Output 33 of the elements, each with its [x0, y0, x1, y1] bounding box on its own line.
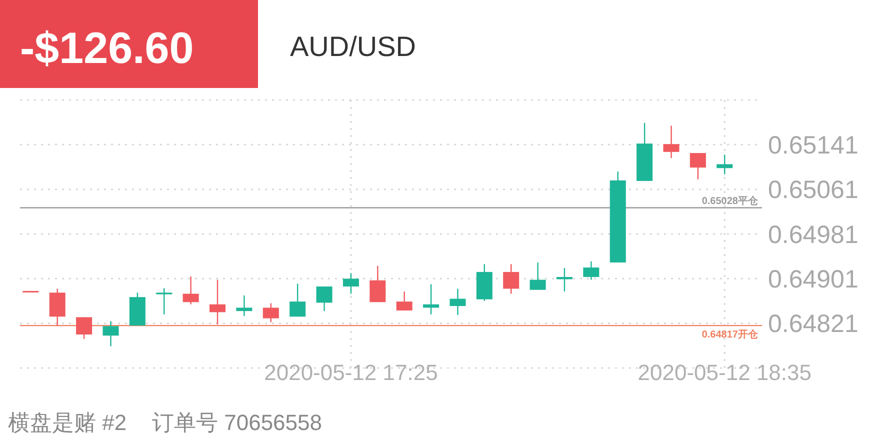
x-tick-label: 2020-05-12 17:25: [264, 360, 438, 385]
text: 订单号 70656558: [152, 410, 322, 435]
y-tick-label: 0.64821: [768, 310, 858, 338]
candlestick: [583, 260, 600, 280]
candlestick: [342, 272, 359, 294]
candlestick: [663, 125, 680, 159]
text: 横盘是赌 #2: [8, 410, 127, 435]
ref-line-label: 0.65028平仓: [702, 194, 759, 207]
candlestick: [182, 276, 199, 305]
candlestick: [290, 283, 306, 318]
candlestick: [316, 286, 332, 312]
candlestick: [503, 264, 520, 294]
candlestick: [556, 267, 572, 292]
ref-line-label: 0.64817开仓: [702, 328, 759, 341]
candlestick: [716, 154, 733, 175]
candlestick: [530, 262, 546, 290]
candlestick: [210, 279, 226, 326]
text: -$126.60: [20, 24, 194, 73]
x-tick-label: 2020-05-12 18:35: [638, 360, 812, 385]
y-tick-label: 0.64981: [768, 220, 858, 249]
candlestick: [76, 316, 92, 340]
chart-title: AUD/USD: [290, 31, 416, 62]
candlestick: [102, 320, 119, 347]
candlestick: [450, 288, 466, 316]
candlestick: [262, 302, 279, 323]
candlestick: [156, 288, 172, 315]
y-tick-label: 0.65061: [768, 176, 858, 204]
candlestick: [396, 290, 412, 312]
y-tick-label: 0.65141: [768, 131, 858, 160]
candlestick: [690, 152, 706, 180]
y-tick-label: 0.64901: [768, 265, 858, 294]
candlestick: [236, 294, 252, 317]
candlestick: [370, 265, 386, 303]
